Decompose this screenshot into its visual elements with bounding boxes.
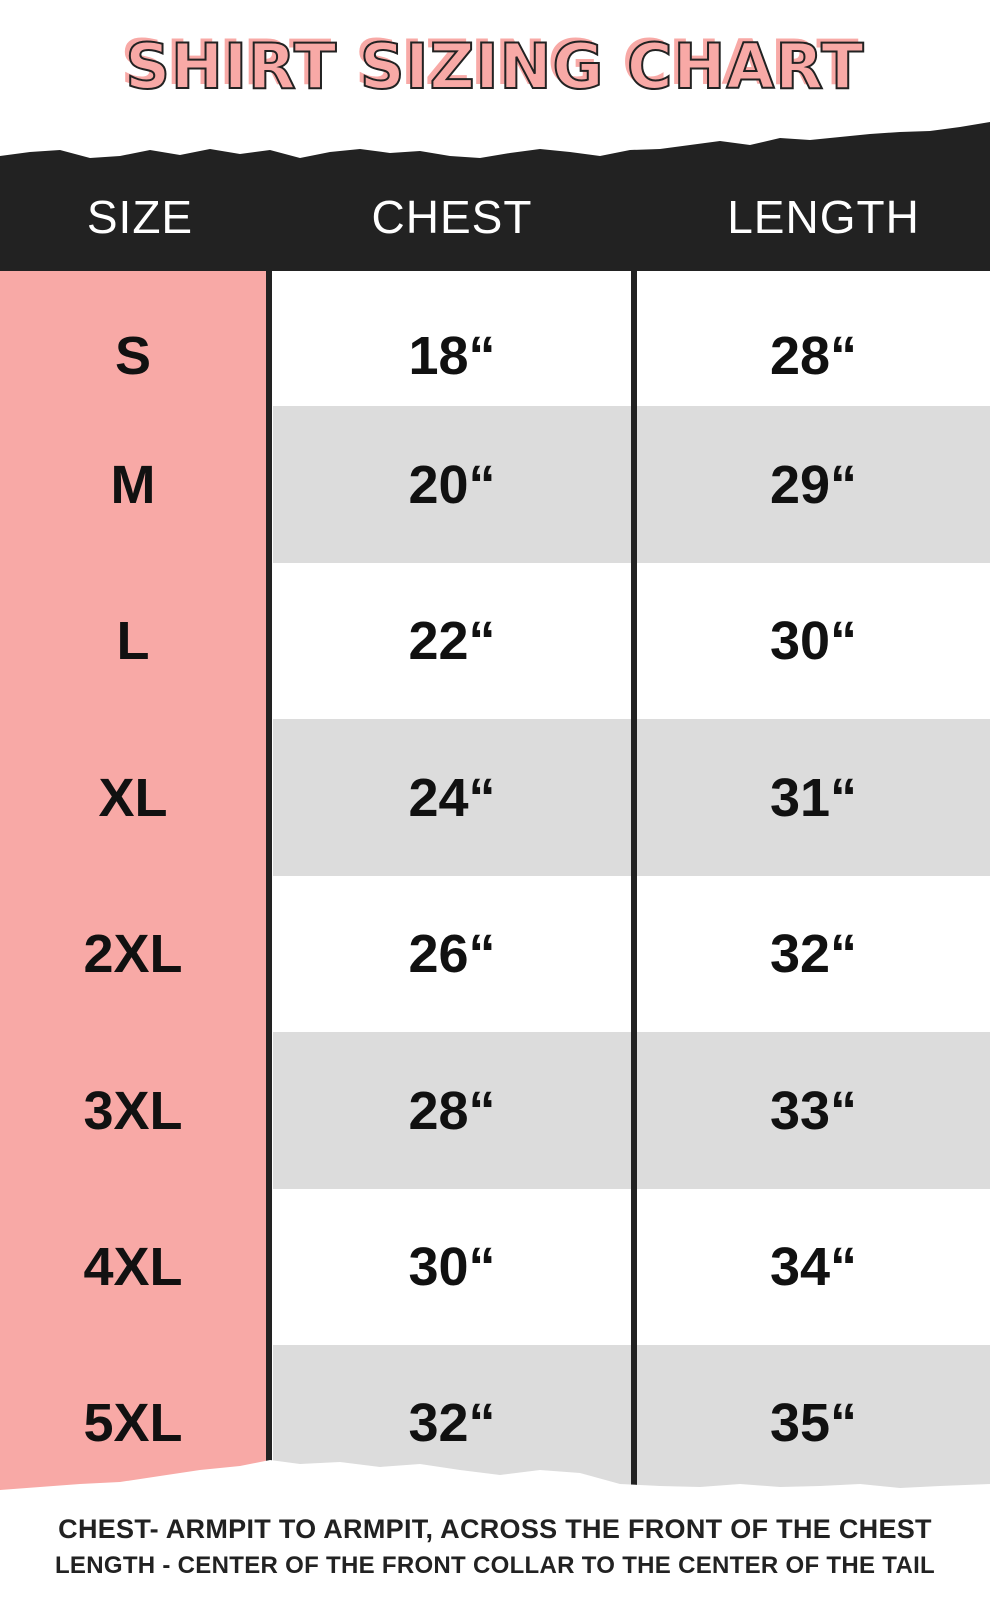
chest-cell: 18“ <box>408 326 496 386</box>
column-divider <box>266 271 272 1486</box>
length-cell: 28“ <box>769 326 858 386</box>
table-header <box>0 170 990 271</box>
chest-cell: 32“ <box>408 1393 496 1453</box>
chest-cell: 28“ <box>408 1080 496 1141</box>
chest-cell: 30“ <box>408 1237 496 1297</box>
header-length: LENGTH <box>727 191 920 243</box>
length-cell: 29“ <box>769 454 858 515</box>
size-cell: L <box>116 611 150 671</box>
chest-cell: 26“ <box>408 924 496 984</box>
size-cell: XL <box>98 767 168 828</box>
length-cell: 32“ <box>769 924 858 984</box>
length-note: LENGTH - CENTER OF THE FRONT COLLAR TO T… <box>54 1552 936 1579</box>
header-chest: CHEST <box>371 191 533 243</box>
length-cell: 33“ <box>769 1080 858 1141</box>
header-size: SIZE <box>86 191 194 243</box>
length-cell: 34“ <box>769 1237 858 1297</box>
page-title: SHIRT SIZING CHART <box>124 29 865 104</box>
length-cell: 30“ <box>769 611 858 671</box>
chest-cell: 24“ <box>408 767 496 828</box>
size-cell: S <box>114 326 152 386</box>
size-cell: 4XL <box>83 1237 183 1297</box>
chest-note: CHEST- ARMPIT TO ARMPIT, ACROSS THE FRON… <box>58 1514 932 1544</box>
size-cell: 5XL <box>83 1393 183 1453</box>
chest-cell: 22“ <box>408 611 496 671</box>
length-cell: 31“ <box>769 767 858 828</box>
chest-cell: 20“ <box>408 454 496 515</box>
length-cell: 35“ <box>769 1393 858 1453</box>
size-column <box>0 271 266 1501</box>
torn-paper-bottom-edge <box>0 1460 990 1520</box>
column-divider <box>631 271 637 1486</box>
size-cell: 3XL <box>83 1080 183 1141</box>
torn-paper-top-edge <box>0 122 990 180</box>
size-cell: M <box>110 454 156 515</box>
size-cell: 2XL <box>83 924 183 984</box>
